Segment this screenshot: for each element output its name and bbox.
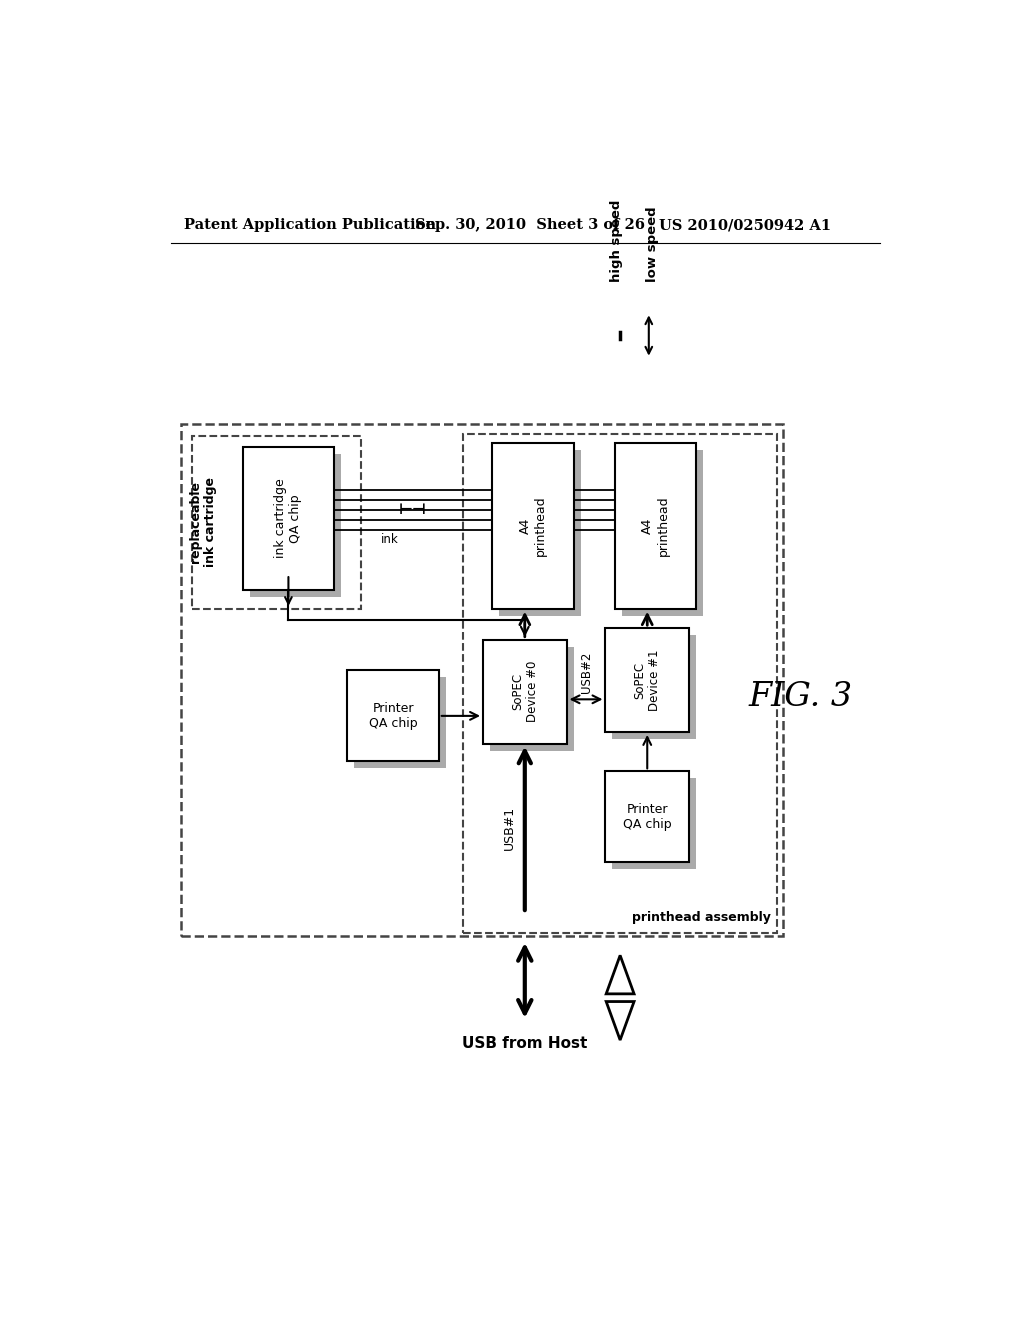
Text: high speed: high speed bbox=[609, 199, 623, 281]
Text: A4
printhead: A4 printhead bbox=[519, 496, 547, 557]
Bar bbox=[605, 628, 689, 733]
Bar bbox=[500, 450, 581, 615]
Text: FIG. 3: FIG. 3 bbox=[748, 681, 852, 713]
Text: USB from Host: USB from Host bbox=[462, 1036, 588, 1051]
Text: Sep. 30, 2010  Sheet 3 of 26: Sep. 30, 2010 Sheet 3 of 26 bbox=[415, 218, 645, 232]
Bar bbox=[250, 454, 341, 597]
Text: US 2010/0250942 A1: US 2010/0250942 A1 bbox=[658, 218, 831, 232]
Text: A4
printhead: A4 printhead bbox=[641, 496, 670, 557]
Text: USB#2: USB#2 bbox=[580, 652, 593, 693]
Text: SoPEC
Device #1: SoPEC Device #1 bbox=[633, 649, 662, 711]
Bar bbox=[191, 436, 360, 609]
Bar bbox=[243, 447, 334, 590]
Bar bbox=[622, 450, 703, 615]
Text: USB#1: USB#1 bbox=[503, 807, 515, 850]
Text: low speed: low speed bbox=[646, 206, 659, 281]
Text: SoPEC
Device #0: SoPEC Device #0 bbox=[511, 661, 539, 722]
Text: replaceable
ink cartridge: replaceable ink cartridge bbox=[189, 478, 217, 568]
Bar bbox=[347, 671, 438, 762]
Text: Printer
QA chip: Printer QA chip bbox=[369, 702, 418, 730]
Text: printhead assembly: printhead assembly bbox=[632, 911, 770, 924]
Bar bbox=[612, 635, 696, 739]
Bar bbox=[180, 424, 783, 936]
Bar bbox=[463, 434, 776, 933]
Text: Patent Application Publication: Patent Application Publication bbox=[183, 218, 436, 232]
Text: ink: ink bbox=[381, 533, 398, 546]
Bar bbox=[612, 779, 696, 869]
Bar bbox=[605, 771, 689, 862]
Bar bbox=[614, 444, 696, 609]
Bar bbox=[493, 444, 573, 609]
Bar bbox=[489, 647, 573, 751]
Text: ⊢⊣: ⊢⊣ bbox=[399, 502, 427, 517]
Bar bbox=[483, 640, 566, 743]
Text: ink cartridge
QA chip: ink cartridge QA chip bbox=[274, 479, 302, 558]
Bar bbox=[354, 677, 445, 768]
Text: Printer
QA chip: Printer QA chip bbox=[623, 803, 672, 830]
